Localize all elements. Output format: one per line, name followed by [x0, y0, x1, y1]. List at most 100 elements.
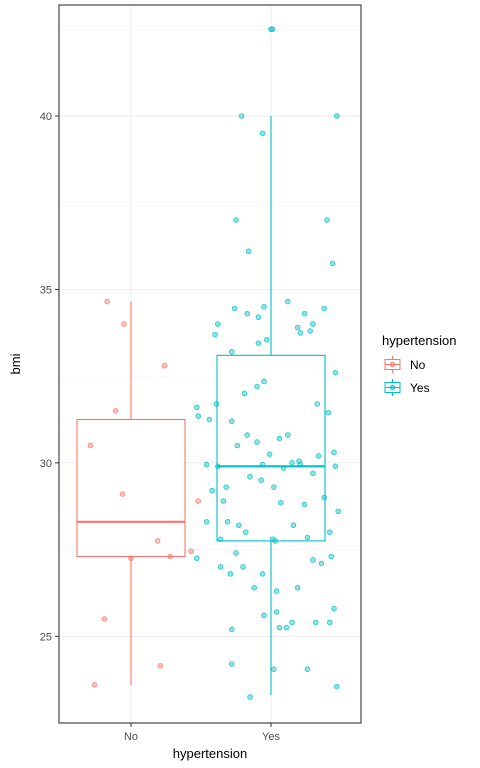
- data-point-yes: [254, 439, 260, 445]
- data-point-no: [157, 662, 164, 669]
- data-point-yes: [297, 329, 304, 336]
- data-point-yes: [203, 519, 210, 525]
- data-point-yes: [269, 26, 276, 33]
- y-tick-label: 40: [40, 111, 52, 123]
- box-yes: [216, 354, 326, 542]
- data-point-yes: [258, 477, 265, 483]
- data-point-yes: [259, 130, 266, 137]
- panel-border: [58, 4, 362, 724]
- data-point-yes: [283, 624, 290, 631]
- data-point-yes: [321, 305, 328, 312]
- legend-key-yes: [384, 379, 401, 396]
- data-point-yes: [310, 557, 316, 563]
- data-point-yes: [321, 494, 328, 501]
- data-point-yes: [304, 666, 311, 673]
- data-point-no: [112, 408, 119, 414]
- legend-key-no: [384, 356, 401, 373]
- data-point-yes: [335, 508, 342, 515]
- data-point-yes: [233, 217, 239, 223]
- data-point-yes: [326, 529, 333, 536]
- data-point-yes: [273, 609, 280, 615]
- y-tick-label: 25: [40, 631, 52, 643]
- data-point-yes: [247, 694, 253, 700]
- data-point-yes: [284, 298, 291, 305]
- data-point-yes: [259, 461, 266, 468]
- data-point-no: [167, 553, 174, 560]
- x-tick-label: Yes: [262, 731, 280, 743]
- data-point-yes: [209, 487, 216, 494]
- data-point-yes: [238, 113, 245, 119]
- data-point-yes: [310, 321, 316, 327]
- data-point-yes: [324, 217, 330, 223]
- data-point-yes: [227, 571, 234, 577]
- data-point-yes: [224, 519, 231, 525]
- data-point-no: [119, 491, 126, 497]
- data-point-yes: [333, 683, 340, 690]
- data-point-yes: [310, 470, 316, 477]
- data-point-yes: [240, 564, 246, 570]
- data-point-yes: [273, 588, 280, 594]
- data-point-no: [154, 538, 161, 544]
- data-point-yes: [231, 305, 238, 312]
- legend-label-yes: Yes: [410, 381, 430, 395]
- data-point-yes: [255, 340, 262, 346]
- data-point-yes: [259, 571, 266, 577]
- data-point-yes: [289, 619, 295, 626]
- legend-title: hypertension: [382, 333, 456, 348]
- data-point-yes: [234, 442, 241, 449]
- data-point-yes: [223, 484, 230, 490]
- data-point-yes: [289, 460, 295, 466]
- data-point-yes: [280, 465, 287, 471]
- data-point-yes: [251, 584, 258, 591]
- box-layer: [76, 115, 326, 696]
- data-point-yes: [266, 451, 273, 457]
- data-point-no: [104, 298, 110, 305]
- y-axis-title: bmi: [8, 353, 23, 374]
- data-point-yes: [331, 449, 337, 456]
- data-point-no: [188, 548, 195, 555]
- data-point-yes: [213, 401, 220, 407]
- data-point-no: [195, 498, 202, 504]
- data-point-yes: [333, 113, 340, 119]
- data-point-yes: [217, 536, 224, 542]
- data-point-yes: [217, 564, 224, 570]
- data-point-yes: [243, 529, 249, 536]
- data-point-yes: [203, 461, 210, 468]
- data-point-no: [121, 321, 127, 327]
- data-point-yes: [270, 666, 277, 673]
- x-tick-label: No: [124, 731, 138, 743]
- data-point-yes: [331, 605, 337, 612]
- data-point-yes: [261, 303, 267, 310]
- data-point-yes: [195, 413, 202, 419]
- data-point-yes: [318, 560, 325, 567]
- data-point-yes: [245, 248, 252, 255]
- data-point-yes: [294, 584, 301, 591]
- data-point-yes: [315, 453, 322, 459]
- data-point-yes: [294, 324, 301, 331]
- data-point-no: [91, 682, 98, 688]
- y-tick-label: 30: [40, 458, 52, 470]
- data-point-yes: [261, 612, 267, 619]
- data-point-yes: [276, 435, 283, 442]
- data-point-yes: [212, 331, 218, 338]
- data-point-yes: [314, 401, 321, 407]
- data-point-yes: [301, 310, 308, 317]
- data-point-yes: [290, 522, 297, 529]
- legend: hypertension No Yes: [382, 333, 456, 396]
- data-point-no: [128, 555, 134, 562]
- data-point-yes: [301, 501, 308, 508]
- data-point-yes: [328, 553, 335, 560]
- y-tick-label: 35: [40, 284, 52, 296]
- legend-key-point: [389, 361, 396, 368]
- box-no: [76, 418, 186, 558]
- data-point-yes: [229, 418, 235, 425]
- data-point-no: [87, 442, 94, 449]
- data-point-yes: [261, 378, 267, 385]
- data-point-yes: [229, 661, 235, 667]
- data-point-yes: [312, 619, 319, 626]
- data-point-yes: [215, 463, 221, 470]
- data-point-yes: [247, 473, 253, 480]
- points-layer: [87, 26, 342, 700]
- data-point-yes: [329, 260, 336, 267]
